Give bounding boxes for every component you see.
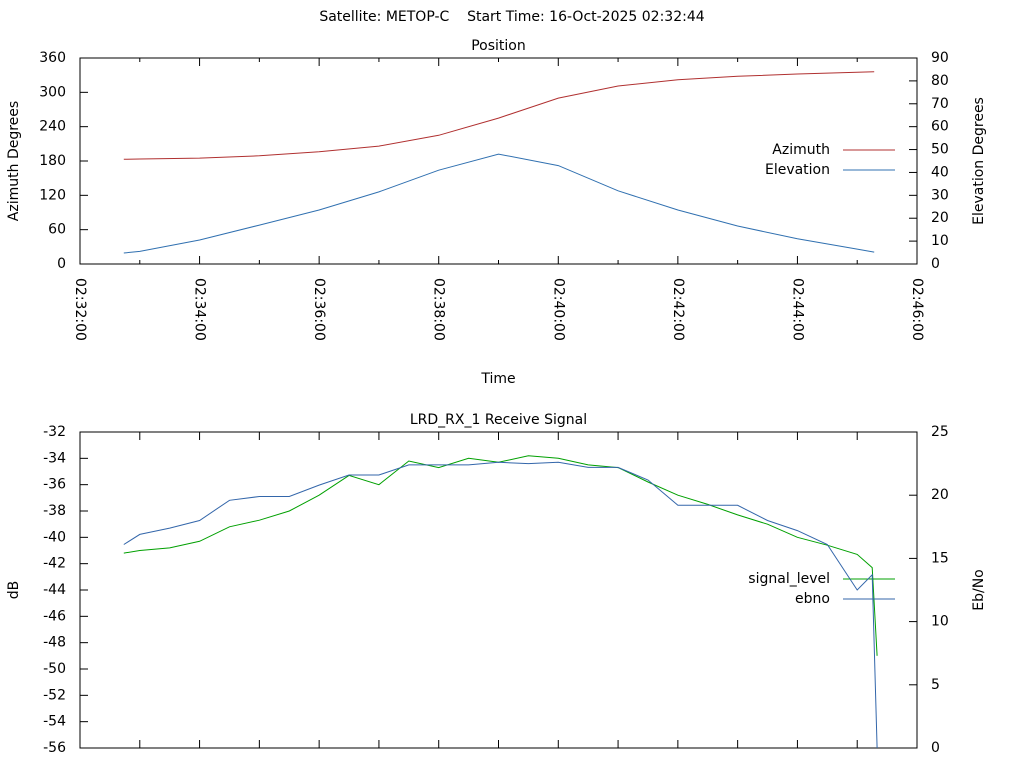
y-tick-label: 0 — [57, 256, 66, 272]
y2-tick-label: 30 — [931, 187, 949, 203]
y2-tick-label: 70 — [931, 96, 949, 112]
y-tick-label: 60 — [48, 222, 66, 238]
page-title: Satellite: METOP-C Start Time: 16-Oct-20… — [319, 9, 704, 25]
y-tick-label: 360 — [39, 50, 66, 66]
x-axis-label: Time — [480, 371, 515, 387]
y-tick-label: -54 — [43, 714, 66, 730]
y-tick-label: -56 — [43, 740, 66, 756]
x-tick-label: 02:38:00 — [431, 278, 447, 341]
x-tick-label: 02:34:00 — [192, 278, 208, 341]
y2-tick-label: 50 — [931, 142, 949, 158]
x-tick-label: 02:44:00 — [789, 278, 805, 341]
series-line — [123, 461, 878, 749]
series-line — [123, 71, 875, 160]
x-tick-label: 02:42:00 — [670, 278, 686, 341]
y2-axis-label: Eb/No — [971, 569, 987, 611]
y-axis-label: dB — [6, 581, 22, 600]
y2-tick-label: 25 — [931, 424, 949, 440]
y-tick-label: -52 — [43, 687, 66, 703]
y2-tick-label: 80 — [931, 73, 949, 89]
y-tick-label: -50 — [43, 661, 66, 677]
y-axis-label: Azimuth Degrees — [6, 101, 22, 221]
y2-tick-label: 10 — [931, 614, 949, 630]
y-tick-label: -42 — [43, 556, 66, 572]
plot-frame — [79, 431, 918, 749]
x-tick-label: 02:36:00 — [311, 278, 327, 341]
y2-tick-label: 20 — [931, 210, 949, 226]
series-line — [123, 455, 878, 656]
legend-label: signal_level — [748, 571, 830, 587]
x-tick-label: 02:46:00 — [909, 278, 925, 341]
x-tick-label: 02:40:00 — [550, 278, 566, 341]
y2-tick-label: 0 — [931, 740, 940, 756]
y-tick-label: 180 — [39, 153, 66, 169]
y-tick-label: -44 — [43, 582, 66, 598]
legend-label: ebno — [795, 591, 830, 607]
y-tick-label: -36 — [43, 477, 66, 493]
y2-tick-label: 10 — [931, 233, 949, 249]
legend-label: Elevation — [765, 162, 830, 178]
legend-label: Azimuth — [772, 142, 830, 158]
y2-tick-label: 5 — [931, 677, 940, 693]
y-tick-label: 300 — [39, 84, 66, 100]
y2-tick-label: 15 — [931, 550, 949, 566]
y2-tick-label: 20 — [931, 487, 949, 503]
y-tick-label: 240 — [39, 119, 66, 135]
y-tick-label: -48 — [43, 635, 66, 651]
y-tick-label: -40 — [43, 529, 66, 545]
y2-tick-label: 90 — [931, 50, 949, 66]
y-tick-label: -34 — [43, 450, 66, 466]
x-tick-label: 02:32:00 — [72, 278, 88, 341]
y-tick-label: 120 — [39, 187, 66, 203]
y2-axis-label: Elevation Degrees — [971, 97, 987, 225]
chart-title: LRD_RX_1 Receive Signal — [410, 412, 587, 428]
y-tick-label: -46 — [43, 608, 66, 624]
y-tick-label: -32 — [43, 424, 66, 440]
chart-title: Position — [471, 38, 526, 54]
y-tick-label: -38 — [43, 503, 66, 519]
y2-tick-label: 60 — [931, 119, 949, 135]
series-line — [123, 153, 875, 254]
plot-frame — [79, 57, 918, 265]
y2-tick-label: 0 — [931, 256, 940, 272]
y2-tick-label: 40 — [931, 164, 949, 180]
